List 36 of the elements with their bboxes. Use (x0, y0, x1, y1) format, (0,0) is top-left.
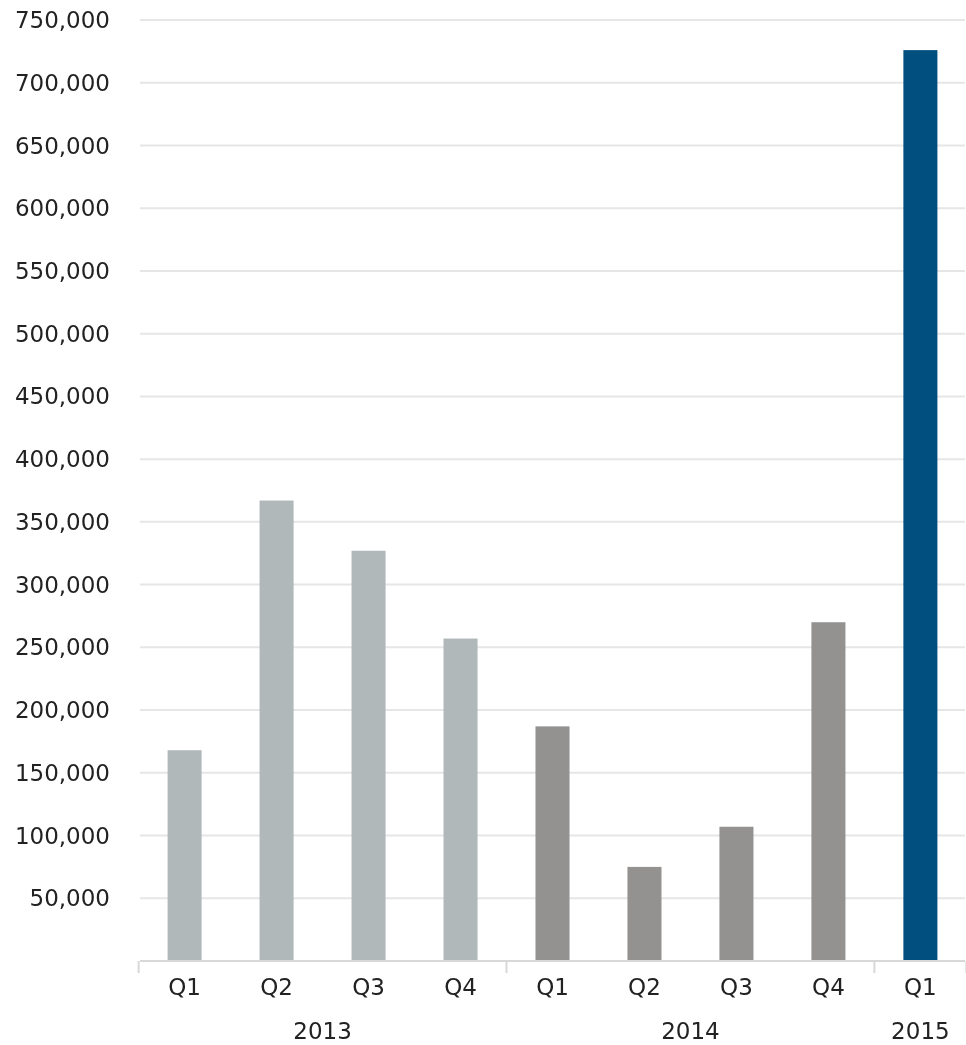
y-tick-label: 200,000 (14, 697, 110, 724)
y-tick-label: 100,000 (14, 822, 110, 849)
bar (903, 50, 938, 961)
x-tick-label: Q2 (260, 974, 293, 1000)
bar (351, 550, 386, 961)
text: 2015 (891, 1018, 950, 1044)
text: 2013 (293, 1018, 352, 1044)
bar (627, 866, 662, 961)
y-tick-label: 550,000 (14, 257, 110, 284)
x-tick-label: Q4 (812, 974, 845, 1000)
x-tick-label: Q1 (904, 974, 937, 1000)
x-tick-label: Q3 (352, 974, 385, 1000)
y-tick-label: 350,000 (14, 508, 110, 535)
y-tick-label: 600,000 (14, 195, 110, 222)
bar (167, 750, 202, 961)
y-tick-label: 300,000 (14, 571, 110, 598)
bar (535, 726, 570, 961)
x-tick-label: Q3 (720, 974, 753, 1000)
y-tick-label: 400,000 (14, 446, 110, 473)
bar (719, 826, 754, 961)
y-tick-label: 150,000 (14, 759, 110, 786)
y-tick-label: 500,000 (14, 320, 110, 347)
y-tick-label: 50,000 (29, 885, 110, 912)
y-tick-label: 450,000 (14, 383, 110, 410)
x-tick-label: Q1 (536, 974, 569, 1000)
y-tick-label: 650,000 (14, 132, 110, 159)
bar (443, 638, 478, 961)
x-tick-label: Q4 (444, 974, 477, 1000)
text: 2014 (661, 1018, 720, 1044)
y-tick-label: 250,000 (14, 634, 110, 661)
bar (811, 622, 846, 961)
y-tick-label: 700,000 (14, 69, 110, 96)
x-tick-label: Q2 (628, 974, 661, 1000)
bar (259, 500, 294, 961)
x-tick-label: Q1 (168, 974, 201, 1000)
y-tick-label: 750,000 (14, 7, 110, 34)
